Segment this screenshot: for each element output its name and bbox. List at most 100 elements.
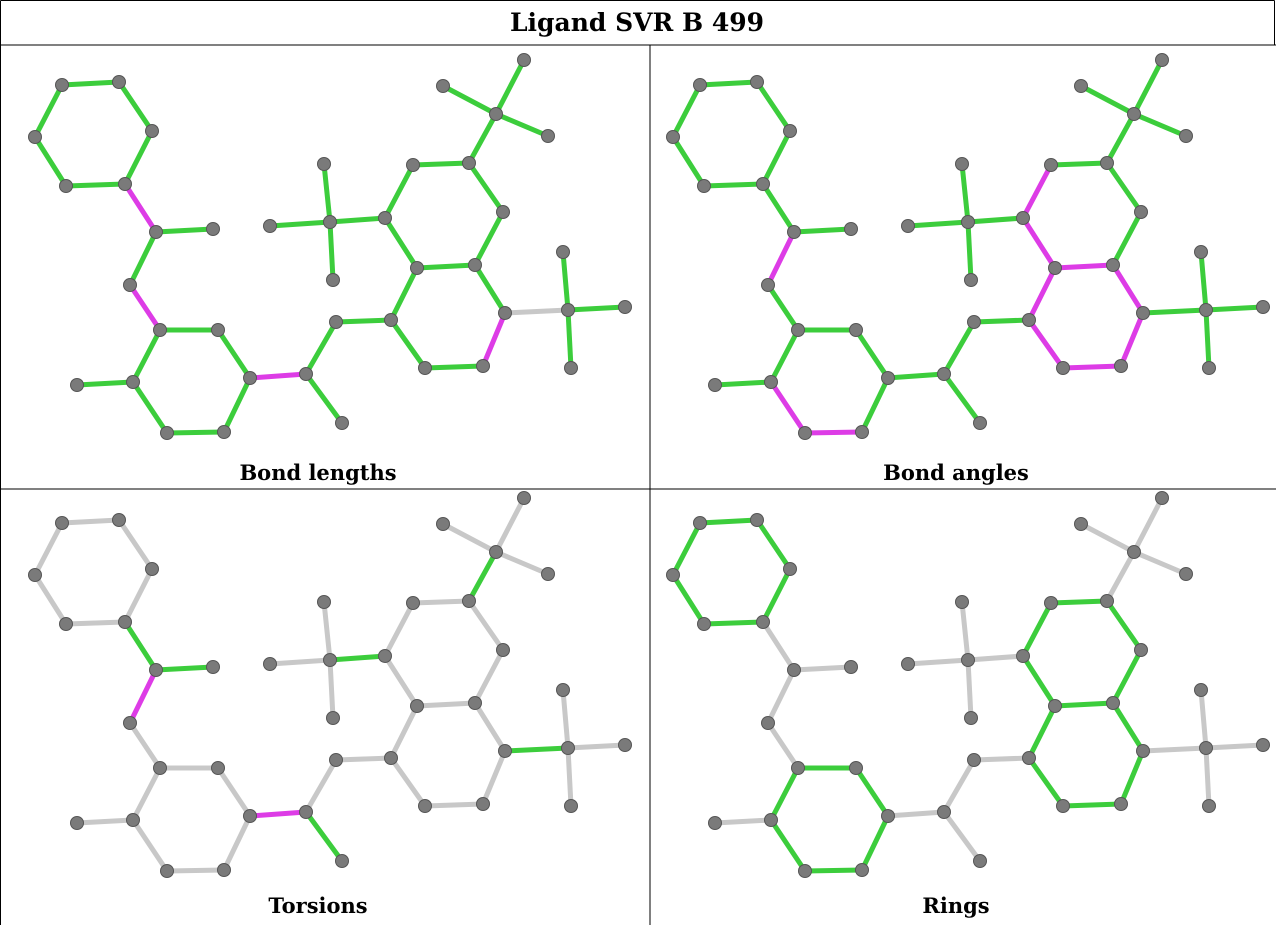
atom: [1016, 211, 1030, 225]
atom: [153, 323, 167, 337]
atom: [317, 157, 331, 171]
bond: [965, 657, 974, 721]
bond: [1203, 304, 1266, 313]
atom: [418, 799, 432, 813]
molecule: [666, 53, 1270, 440]
atom: [844, 660, 858, 674]
atom: [476, 797, 490, 811]
atom: [1179, 129, 1193, 143]
bond: [765, 229, 797, 288]
atom: [693, 516, 707, 530]
bond: [414, 700, 478, 709]
atom: [211, 323, 225, 337]
atom: [496, 643, 510, 657]
atom: [541, 567, 555, 581]
atom: [1114, 797, 1128, 811]
bond: [905, 657, 971, 667]
atom: [937, 805, 951, 819]
atom: [489, 545, 503, 559]
atom: [126, 375, 140, 389]
atom: [468, 696, 482, 710]
atom: [881, 809, 895, 823]
bond: [63, 619, 128, 627]
atom: [323, 215, 337, 229]
bond: [965, 653, 1026, 663]
bond: [466, 160, 506, 215]
atom: [1202, 361, 1216, 375]
bond: [959, 599, 971, 663]
atom: [783, 562, 797, 576]
bond: [215, 765, 253, 819]
atom: [967, 753, 981, 767]
atom: [1199, 741, 1213, 755]
rings-label: Rings: [922, 893, 990, 918]
bond: [754, 79, 793, 134]
bond: [765, 667, 797, 726]
atom: [160, 864, 174, 878]
atom: [243, 371, 257, 385]
atom: [1202, 799, 1216, 813]
bond: [472, 209, 506, 268]
bond: [74, 817, 136, 826]
bond: [130, 379, 170, 436]
bond: [965, 219, 974, 283]
bond: [701, 181, 766, 189]
atom: [149, 225, 163, 239]
atom: [55, 516, 69, 530]
bond: [941, 319, 977, 377]
bond: [1110, 262, 1146, 316]
atom: [697, 617, 711, 631]
bond: [388, 703, 420, 761]
atom: [849, 761, 863, 775]
atom: [123, 716, 137, 730]
bond: [1048, 160, 1110, 168]
atom: [299, 367, 313, 381]
bond: [215, 327, 253, 381]
bond: [414, 262, 478, 271]
atom: [468, 258, 482, 272]
bond: [765, 282, 801, 333]
bond: [1198, 249, 1209, 313]
atom: [384, 751, 398, 765]
atom: [118, 177, 132, 191]
atom: [1179, 567, 1193, 581]
bond: [221, 375, 253, 435]
atom: [541, 129, 555, 143]
bond: [127, 282, 163, 333]
bond: [466, 598, 506, 653]
bond: [885, 371, 947, 381]
bond: [493, 111, 551, 139]
bond: [472, 647, 506, 706]
bond: [565, 742, 628, 751]
atom: [708, 378, 722, 392]
bond: [712, 817, 774, 826]
atom: [1199, 303, 1213, 317]
bond: [32, 520, 65, 578]
bond: [1118, 310, 1146, 369]
bond: [410, 160, 472, 168]
bond: [333, 755, 394, 763]
atom: [1074, 79, 1088, 93]
bond: [382, 600, 416, 659]
atom: [849, 323, 863, 337]
bond: [382, 215, 420, 271]
bond-lengths-label: Bond lengths: [239, 460, 397, 485]
bond: [1020, 600, 1054, 659]
atom: [329, 315, 343, 329]
bond: [116, 79, 155, 134]
bond: [153, 226, 216, 235]
bond: [1052, 700, 1116, 709]
bond: [303, 371, 345, 426]
atom: [384, 313, 398, 327]
bond: [303, 319, 339, 377]
atom: [1256, 300, 1270, 314]
atom: [955, 595, 969, 609]
atom: [791, 323, 805, 337]
atom: [70, 816, 84, 830]
bond: [422, 801, 486, 809]
bond: [802, 867, 865, 874]
bond: [1131, 57, 1165, 117]
atom: [764, 813, 778, 827]
